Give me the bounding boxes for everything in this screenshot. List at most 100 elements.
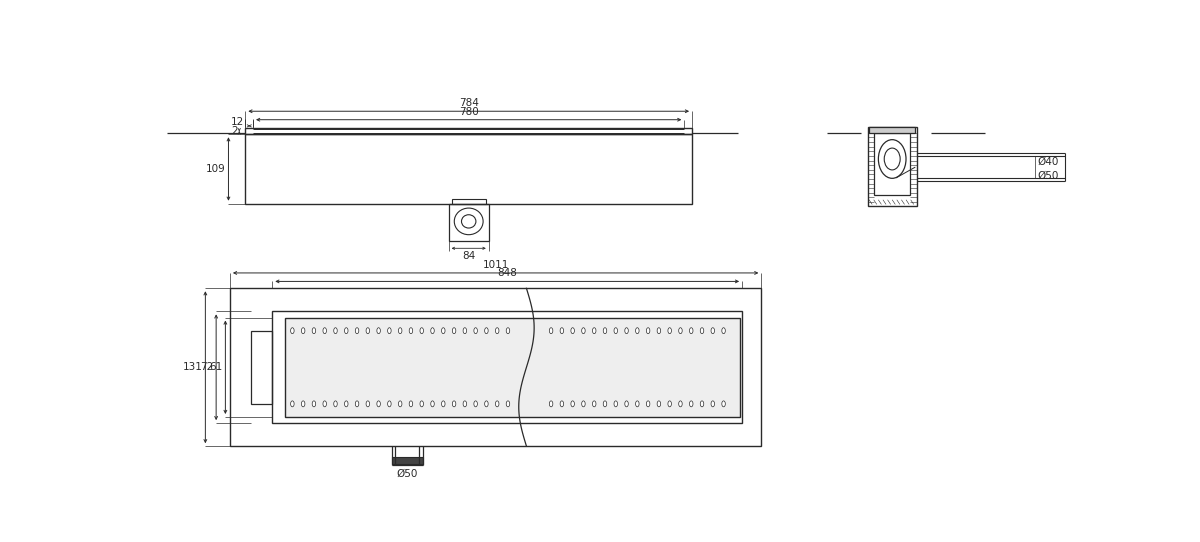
- Text: Ø50: Ø50: [396, 469, 418, 479]
- Text: 12: 12: [230, 117, 244, 127]
- Ellipse shape: [344, 401, 348, 407]
- Ellipse shape: [647, 328, 650, 334]
- Ellipse shape: [506, 401, 510, 407]
- Ellipse shape: [442, 401, 445, 407]
- Ellipse shape: [323, 328, 326, 334]
- Ellipse shape: [398, 401, 402, 407]
- Ellipse shape: [409, 401, 413, 407]
- Ellipse shape: [701, 328, 703, 334]
- Text: 131: 131: [182, 362, 203, 372]
- Ellipse shape: [593, 401, 596, 407]
- Bar: [868, 127, 917, 206]
- Ellipse shape: [614, 401, 618, 407]
- Text: 848: 848: [497, 268, 517, 279]
- Ellipse shape: [614, 328, 618, 334]
- Ellipse shape: [722, 401, 725, 407]
- Ellipse shape: [658, 401, 661, 407]
- Ellipse shape: [636, 401, 640, 407]
- Ellipse shape: [398, 328, 402, 334]
- Ellipse shape: [550, 328, 553, 334]
- Ellipse shape: [463, 328, 467, 334]
- Ellipse shape: [878, 140, 906, 178]
- Ellipse shape: [334, 401, 337, 407]
- Ellipse shape: [290, 328, 294, 334]
- Ellipse shape: [409, 328, 413, 334]
- Ellipse shape: [366, 328, 370, 334]
- Ellipse shape: [582, 401, 586, 407]
- Ellipse shape: [344, 328, 348, 334]
- Ellipse shape: [690, 328, 692, 334]
- Ellipse shape: [388, 401, 391, 407]
- Ellipse shape: [668, 401, 672, 407]
- Ellipse shape: [658, 328, 661, 334]
- Ellipse shape: [647, 401, 650, 407]
- Ellipse shape: [604, 401, 607, 407]
- Ellipse shape: [312, 328, 316, 334]
- Ellipse shape: [420, 401, 424, 407]
- Ellipse shape: [593, 328, 596, 334]
- Ellipse shape: [377, 328, 380, 334]
- Ellipse shape: [463, 401, 467, 407]
- Bar: [391, 457, 422, 464]
- Ellipse shape: [625, 401, 629, 407]
- Ellipse shape: [571, 401, 575, 407]
- Ellipse shape: [712, 328, 714, 334]
- Ellipse shape: [506, 328, 510, 334]
- Ellipse shape: [560, 401, 564, 407]
- Text: 61: 61: [209, 362, 222, 372]
- Bar: [246, 128, 692, 134]
- Ellipse shape: [420, 328, 424, 334]
- Ellipse shape: [496, 401, 499, 407]
- Ellipse shape: [636, 328, 640, 334]
- Bar: [451, 199, 486, 204]
- Ellipse shape: [290, 401, 294, 407]
- Ellipse shape: [474, 401, 478, 407]
- Ellipse shape: [452, 401, 456, 407]
- Ellipse shape: [301, 328, 305, 334]
- Text: 1011: 1011: [482, 260, 509, 270]
- Ellipse shape: [582, 328, 586, 334]
- Ellipse shape: [668, 328, 672, 334]
- Ellipse shape: [625, 328, 629, 334]
- Ellipse shape: [334, 328, 337, 334]
- Text: Ø50: Ø50: [1037, 170, 1058, 180]
- Text: 784: 784: [458, 98, 479, 108]
- Ellipse shape: [485, 328, 488, 334]
- Ellipse shape: [355, 328, 359, 334]
- Ellipse shape: [690, 401, 692, 407]
- Ellipse shape: [485, 401, 488, 407]
- Bar: [246, 134, 692, 204]
- Ellipse shape: [312, 401, 316, 407]
- Ellipse shape: [442, 328, 445, 334]
- Text: 84: 84: [462, 250, 475, 261]
- Ellipse shape: [377, 401, 380, 407]
- Ellipse shape: [366, 401, 370, 407]
- Ellipse shape: [301, 401, 305, 407]
- Bar: [869, 127, 916, 133]
- Ellipse shape: [550, 401, 553, 407]
- Ellipse shape: [452, 328, 456, 334]
- Bar: [251, 331, 272, 404]
- Text: 2: 2: [232, 126, 238, 136]
- Bar: [284, 318, 739, 417]
- Ellipse shape: [722, 328, 725, 334]
- Ellipse shape: [571, 328, 575, 334]
- Ellipse shape: [496, 328, 499, 334]
- Text: 72: 72: [200, 362, 214, 372]
- Text: 109: 109: [205, 164, 226, 174]
- Ellipse shape: [604, 328, 607, 334]
- Ellipse shape: [388, 328, 391, 334]
- Ellipse shape: [679, 328, 683, 334]
- Bar: [875, 133, 910, 195]
- Ellipse shape: [560, 328, 564, 334]
- Ellipse shape: [355, 401, 359, 407]
- Ellipse shape: [701, 401, 703, 407]
- Ellipse shape: [679, 401, 683, 407]
- Ellipse shape: [712, 401, 714, 407]
- Ellipse shape: [474, 328, 478, 334]
- Text: 780: 780: [458, 107, 479, 117]
- Bar: [230, 288, 761, 446]
- Ellipse shape: [431, 328, 434, 334]
- Bar: [272, 312, 742, 423]
- Ellipse shape: [431, 401, 434, 407]
